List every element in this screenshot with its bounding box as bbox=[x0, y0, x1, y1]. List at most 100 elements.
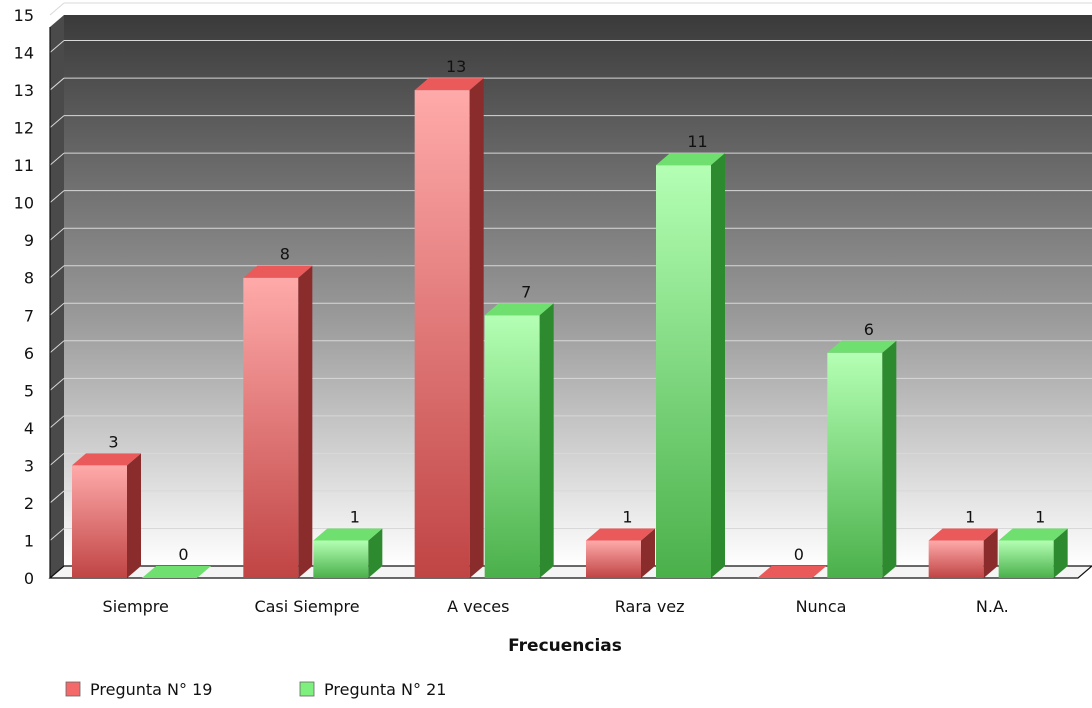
bar-side bbox=[882, 340, 897, 578]
legend-item[interactable]: Pregunta N° 19 bbox=[65, 680, 212, 699]
bar-top bbox=[414, 78, 484, 91]
bar bbox=[484, 303, 554, 578]
y-tick-label: 2 bbox=[24, 494, 34, 513]
data-label: 0 bbox=[794, 545, 804, 564]
bar bbox=[414, 78, 484, 579]
grid-line-side bbox=[49, 302, 65, 316]
bar-front bbox=[72, 465, 127, 578]
y-tick-label: 1 bbox=[24, 531, 34, 550]
bar-front bbox=[827, 352, 883, 578]
legend-swatch bbox=[65, 681, 81, 697]
grid-line-side bbox=[49, 340, 65, 354]
grid-lines bbox=[49, 2, 1092, 541]
plot-back-wall bbox=[64, 15, 1092, 566]
y-tick-label: 7 bbox=[24, 306, 34, 325]
bar-front bbox=[313, 540, 369, 578]
data-label: 1 bbox=[1035, 507, 1045, 526]
data-label: 3 bbox=[108, 432, 118, 451]
bar-side bbox=[641, 528, 655, 578]
data-label: 13 bbox=[446, 57, 466, 76]
y-tick-label: 8 bbox=[24, 269, 34, 288]
grid-line-side bbox=[49, 490, 65, 504]
bar bbox=[586, 528, 655, 578]
data-label: 0 bbox=[178, 545, 188, 564]
bar-top bbox=[142, 566, 211, 578]
grid-line-side bbox=[49, 227, 65, 241]
data-label: 1 bbox=[350, 507, 360, 526]
bar-front bbox=[414, 90, 470, 579]
bars bbox=[72, 78, 1068, 579]
bar-side bbox=[1053, 528, 1068, 578]
y-tick-label: 9 bbox=[24, 231, 34, 250]
grid-line-side bbox=[49, 152, 65, 166]
bar bbox=[928, 528, 998, 578]
bar-top bbox=[928, 528, 998, 541]
x-tick-label: Nunca bbox=[796, 597, 847, 616]
data-label: 8 bbox=[280, 245, 290, 264]
grid-line-side bbox=[49, 2, 65, 16]
grid-line-side bbox=[49, 40, 65, 53]
x-axis-title: Frecuencias bbox=[508, 636, 622, 656]
data-label: 1 bbox=[622, 507, 632, 526]
bar-top bbox=[72, 453, 141, 466]
legend-label: Pregunta N° 21 bbox=[324, 680, 446, 699]
grid-line-side bbox=[49, 453, 65, 466]
x-axis: Frecuencias Siempre Casi Siempre A veces Ra… bbox=[103, 597, 1009, 656]
y-tick-label: 12 bbox=[14, 119, 34, 138]
y-tick-label: 4 bbox=[24, 419, 34, 438]
plot-side-wall bbox=[50, 15, 64, 578]
grid-line-side bbox=[49, 115, 65, 128]
data-label: 6 bbox=[864, 320, 874, 339]
bar-front bbox=[656, 165, 711, 578]
bar-top bbox=[243, 265, 313, 278]
grid-line-side bbox=[49, 190, 65, 204]
bar-top bbox=[827, 340, 897, 353]
bar-top bbox=[586, 528, 655, 541]
y-tick-label: 10 bbox=[14, 194, 34, 213]
legend-label: Pregunta N° 19 bbox=[90, 680, 212, 699]
bar-front bbox=[586, 540, 641, 578]
y-tick-label: 15 bbox=[14, 6, 34, 25]
grid-line-side bbox=[49, 415, 65, 429]
grid-line-side bbox=[49, 377, 65, 391]
bar-side bbox=[298, 265, 313, 578]
grid-line-side bbox=[49, 265, 65, 279]
grid-line-side bbox=[49, 77, 65, 91]
y-tick-label: 5 bbox=[24, 381, 34, 400]
x-tick-label: A veces bbox=[447, 597, 509, 616]
bar-top bbox=[998, 528, 1068, 541]
bar-top bbox=[484, 303, 554, 316]
legend: Pregunta N° 19 Pregunta N° 21 bbox=[65, 680, 446, 699]
bar-side bbox=[368, 528, 383, 578]
bar-top bbox=[656, 153, 725, 166]
data-label: 11 bbox=[687, 132, 707, 151]
legend-swatch bbox=[299, 681, 315, 697]
legend-item[interactable]: Pregunta N° 21 bbox=[299, 680, 446, 699]
bar-side bbox=[711, 153, 725, 578]
bar-front bbox=[484, 315, 540, 578]
bar-side bbox=[127, 453, 141, 578]
grid-line-side bbox=[49, 528, 65, 541]
y-tick-label: 6 bbox=[24, 344, 34, 363]
bar-front bbox=[998, 540, 1054, 578]
bar-front bbox=[928, 540, 984, 578]
bar-side bbox=[983, 528, 998, 578]
bar bbox=[313, 528, 383, 578]
bar bbox=[998, 528, 1068, 578]
bar bbox=[656, 153, 725, 578]
bar-side bbox=[469, 78, 484, 579]
data-label: 7 bbox=[521, 282, 531, 301]
bar bbox=[142, 566, 211, 578]
bar-top bbox=[313, 528, 383, 541]
x-tick-label: Casi Siempre bbox=[254, 597, 359, 616]
bar bbox=[757, 566, 827, 578]
data-label: 1 bbox=[965, 507, 975, 526]
bar-top bbox=[757, 566, 827, 578]
bar bbox=[243, 265, 313, 578]
y-tick-label: 14 bbox=[14, 44, 34, 63]
y-tick-label: 3 bbox=[24, 456, 34, 475]
